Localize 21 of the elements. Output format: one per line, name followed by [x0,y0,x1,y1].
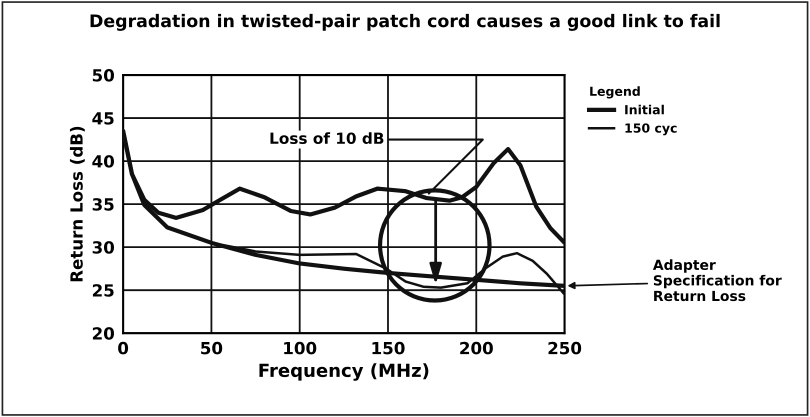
y-tick-label: 25 [92,284,114,297]
chart-title: Degradation in twisted-pair patch cord causes a good link to fail [90,14,720,31]
legend-label: Initial [625,104,664,114]
y-tick-label: 20 [92,327,114,340]
x-axis-title: Frequency (MHz) [259,363,428,381]
y-tick-label: 40 [92,155,114,168]
y-axis-title: Return Loss (dB) [70,126,85,282]
x-tick-label: 100 [284,342,316,354]
x-tick-label: 0 [118,342,128,354]
y-tick-label: 30 [92,241,114,254]
annotation: Loss of 10 dB [270,132,384,144]
annotation: Adapter Specification for Return Loss [652,259,782,302]
x-tick-label: 250 [548,342,582,354]
legend-title: Legend [590,86,640,99]
y-tick-label: 50 [92,69,114,82]
x-tick-label: 200 [460,342,493,354]
x-tick-label: 150 [372,342,405,354]
y-tick-label: 35 [92,198,114,211]
legend-label: 150 cyc [625,123,677,136]
x-tick-label: 50 [201,342,222,354]
y-tick-label: 45 [92,112,114,125]
